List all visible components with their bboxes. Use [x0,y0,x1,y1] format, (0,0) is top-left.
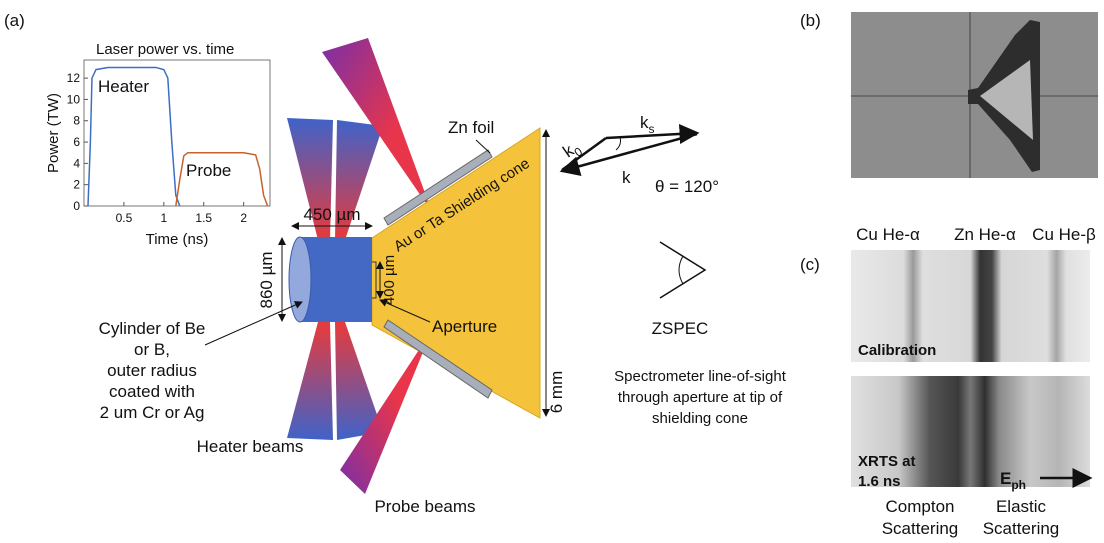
series-label: Probe [186,161,231,180]
label: 450 µm [303,205,360,224]
y-tick-label: 8 [73,114,80,128]
cylinder-end [289,237,311,322]
label: Cylinder of Be [99,319,206,338]
label: 860 µm [257,251,276,308]
label: 2 um Cr or Ag [100,403,205,422]
label: k [622,168,631,187]
label-sub: ph [1011,478,1026,492]
y-tick-label: 10 [67,92,81,106]
spectrometer-eye [679,256,683,284]
x-tick-label: 2 [240,211,247,225]
label: outer radius [107,361,197,380]
label: Scattering [882,519,959,538]
y-tick-label: 4 [73,156,80,170]
x-axis-label: Time (ns) [146,231,209,248]
label: coated with [109,382,195,401]
label: 1.6 ns [858,473,901,490]
label: Calibration [858,342,936,359]
label: XRTS at [858,453,916,470]
panel-label: (a) [4,11,25,30]
label-base: E [1000,469,1011,488]
panel-label: (c) [800,255,820,274]
label: ZSPEC [652,319,709,338]
label: θ = 120° [655,177,719,196]
label: Cu He-β [1032,225,1096,244]
label: shielding cone [652,410,748,427]
label: Compton [886,497,955,516]
label: Heater beams [197,437,304,456]
x-tick-label: 1 [160,211,167,225]
y-tick-label: 2 [73,178,80,192]
x-tick-label: 0.5 [116,211,133,225]
y-tick-label: 6 [73,135,80,149]
label: Scattering [983,519,1060,538]
label: through aperture at tip of [618,389,783,406]
label: 6 mm [547,371,566,414]
y-axis-label: Power (TW) [45,93,62,173]
label: Probe beams [374,497,475,516]
label: Aperture [432,317,497,336]
label: Elastic [996,497,1047,516]
angle-arc [616,137,621,150]
y-tick-label: 0 [73,199,80,213]
label: Spectrometer line-of-sight [614,368,787,385]
xrts-image [851,376,1090,487]
label-sub: s [649,122,655,136]
callout-arrow [205,302,302,345]
y-tick-label: 12 [67,71,81,85]
label: k0 [559,137,585,165]
heater-beam [287,322,333,440]
x-tick-label: 1.5 [195,211,212,225]
inset-title: Laser power vs. time [96,41,234,58]
panel-label: (b) [800,11,821,30]
label: Cu He-α [856,225,920,244]
series-label: Heater [98,77,149,96]
label: or B, [134,340,170,359]
figure: (a) (b) (c) Laser power vs. time Time (ns) Po… [0,0,1104,543]
label: Zn foil [448,118,494,137]
label: 400 µm [381,255,398,305]
label: ks [640,113,655,136]
callout-line [476,140,490,153]
spectrometer-eye [660,242,705,298]
label: Zn He-α [954,225,1016,244]
